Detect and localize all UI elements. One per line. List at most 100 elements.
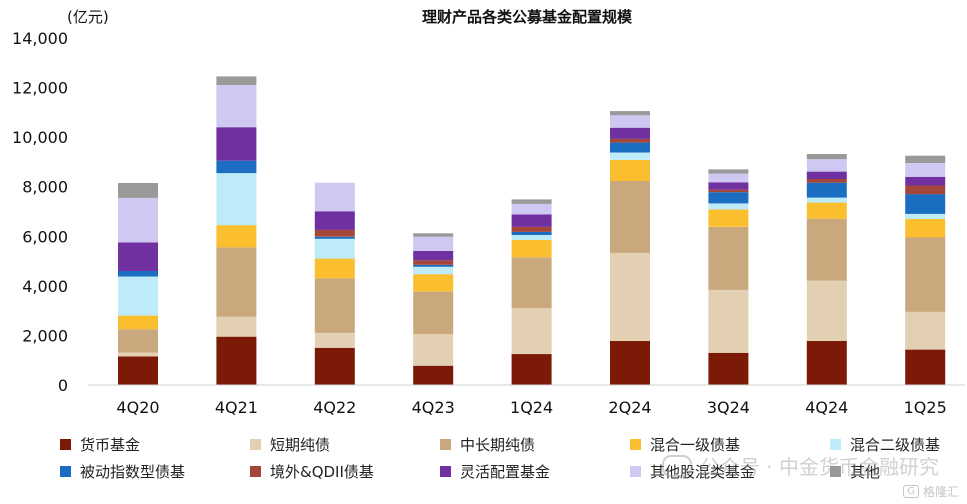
bar-segment [905, 185, 946, 195]
bar-segment [314, 182, 355, 212]
legend-swatch [60, 466, 71, 477]
bar-segment [216, 76, 257, 86]
y-tick-label: 10,000 [12, 128, 68, 147]
wechat-icon [661, 454, 692, 477]
x-tick-label: 4Q23 [412, 398, 455, 417]
y-tick-label: 4,000 [22, 277, 68, 296]
legend-label: 境外&QDII债基 [270, 463, 374, 481]
legend-item: 混合二级债基 [830, 434, 940, 455]
legend-label: 其他 [850, 463, 881, 481]
bar-segment [905, 194, 946, 214]
legend-label: 其他股混类基金 [650, 463, 756, 481]
bar-segment [413, 365, 454, 385]
bar-segment [314, 258, 355, 279]
bar-segment [610, 252, 650, 341]
legend-label: 中长期纯债 [460, 436, 536, 454]
bar-segment [905, 163, 946, 177]
bar-segment [314, 211, 355, 230]
bar-segment [413, 334, 454, 366]
x-tick-label: 2Q24 [608, 398, 651, 417]
bar-segment [314, 347, 355, 385]
legend-label: 混合一级债基 [650, 436, 741, 454]
watermark: 公众号 · 中金货币金融研究 [661, 451, 939, 480]
bar-segment [314, 278, 355, 333]
legend-label: 货币基金 [80, 436, 141, 454]
x-tick-label: 4Q24 [805, 398, 848, 417]
bar-segment [511, 354, 552, 385]
bar-segment [806, 202, 847, 219]
bar-segment [216, 316, 257, 337]
bar-segment [216, 160, 257, 174]
legend-item: 短期纯债 [250, 434, 330, 455]
chart-title: 理财产品各类公募基金配置规模 [422, 8, 633, 26]
y-tick-label: 8,000 [22, 178, 68, 197]
bar-segment [708, 173, 749, 183]
bar-segment [413, 291, 454, 335]
x-tick-label: 1Q25 [904, 398, 947, 417]
bar-segment [216, 225, 257, 248]
bar-segment [806, 197, 847, 203]
legend-label: 混合二级债基 [850, 436, 941, 454]
bar-segment [708, 209, 749, 227]
bar-segment [610, 159, 650, 181]
bar-segment [806, 340, 847, 385]
bar-segment [806, 171, 847, 179]
bar-segment [216, 85, 257, 128]
bar-segment [806, 159, 847, 172]
bar-segment [708, 189, 749, 193]
legend-swatch [830, 466, 841, 477]
legend-label: 短期纯债 [270, 436, 331, 454]
bar-segment [905, 311, 946, 350]
legend-item: 其他股混类基金 [630, 461, 755, 482]
x-tick-label: 1Q24 [510, 398, 553, 417]
legend-item: 境外&QDII债基 [250, 461, 374, 482]
bar-segment [708, 289, 749, 353]
bar-segment [118, 242, 158, 271]
legend-item: 货币基金 [60, 434, 140, 455]
bar-segment [905, 176, 946, 186]
bar-segment [118, 183, 158, 198]
bar-segment [314, 332, 355, 348]
bar-segment [413, 233, 454, 237]
bar-segment [610, 142, 650, 153]
x-tick-label: 3Q24 [707, 398, 750, 417]
legend-item: 被动指数型债基 [60, 461, 185, 482]
legend-swatch [60, 439, 71, 450]
bar-segment [511, 203, 552, 215]
bar-segment [314, 238, 355, 259]
bar-segment [216, 127, 257, 161]
bar-segment [610, 152, 650, 160]
bar-segment [413, 266, 454, 275]
bar-segment [413, 260, 454, 265]
bar-segment [708, 192, 749, 204]
y-tick-label: 12,000 [12, 79, 68, 98]
bar-segment [806, 218, 847, 281]
legend-item: 中长期纯债 [440, 434, 535, 455]
bar-segment [806, 179, 847, 183]
legend-item: 灵活配置基金 [440, 461, 550, 482]
chart-svg: 理财产品各类公募基金配置规模 (亿元) 0 2,000 4,000 6,000 8,00… [12, 8, 965, 417]
legend-swatch [630, 439, 641, 450]
bar-segment [413, 236, 454, 251]
bar-segment [314, 236, 355, 239]
bar-segment [610, 181, 650, 253]
bar-segment [905, 237, 946, 312]
bar-segment [806, 154, 847, 160]
legend-swatch [250, 466, 261, 477]
bar-segment [610, 340, 650, 385]
legend-swatch [830, 439, 841, 450]
bar-segment [118, 352, 158, 357]
legend-label: 被动指数型债基 [80, 463, 186, 481]
y-axis: 0 2,000 4,000 6,000 8,000 10,000 12,000 14,000 [12, 29, 68, 395]
legend-swatch [440, 466, 451, 477]
bar-segment [511, 199, 552, 204]
bar-segment [118, 197, 158, 243]
legend-swatch [440, 439, 451, 450]
bar-segment [905, 214, 946, 219]
x-axis: 4Q20 4Q21 4Q22 4Q23 1Q24 2Q24 3Q24 4Q24 1Q25 [116, 398, 946, 417]
bar-segment [118, 356, 158, 385]
bar-segment [511, 240, 552, 258]
bar-segment [314, 229, 355, 237]
y-tick-label: 0 [58, 376, 68, 395]
bar-segment [610, 111, 650, 116]
